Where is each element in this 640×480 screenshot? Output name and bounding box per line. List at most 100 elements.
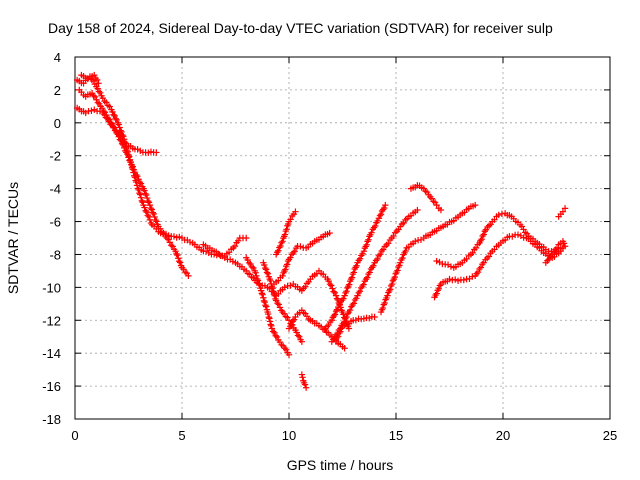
data-point-arc-a <box>133 182 141 189</box>
data-point-arc-f <box>281 345 288 352</box>
data-point-arc-m <box>356 288 364 295</box>
data-point-arc-o <box>388 280 396 288</box>
data-point-arc-r <box>432 291 439 299</box>
y-tick-label: 4 <box>54 50 61 65</box>
chart-title: Day 158 of 2024, Sidereal Day-to-day VTE… <box>48 20 553 36</box>
data-point-arc-g <box>261 264 269 272</box>
data-point-arc-h <box>291 248 298 255</box>
data-point-arc-f <box>260 294 267 301</box>
data-point-arc-q <box>477 237 484 244</box>
data-point-arc-m <box>385 240 392 247</box>
data-point-arc-q <box>478 236 485 243</box>
data-point-arc-t <box>560 240 568 247</box>
data-point-arc-g <box>263 269 271 276</box>
data-point-arc-m <box>343 313 350 321</box>
data-point-arc-r <box>476 265 483 273</box>
data-point-arc-f <box>273 333 281 341</box>
y-tick-label: -18 <box>42 412 61 427</box>
data-point-arc-e <box>327 282 335 289</box>
data-point-arc-l <box>336 301 343 309</box>
data-point-arc-j <box>301 381 309 388</box>
data-point-arc-o <box>412 238 419 245</box>
data-point-arc-m <box>370 262 377 269</box>
data-point-arc-o <box>471 201 479 209</box>
data-point-arc-l <box>360 247 368 255</box>
data-point-arc-l <box>348 274 356 281</box>
data-point-arc-b <box>126 157 133 164</box>
data-point-arc-b <box>125 154 132 161</box>
data-point-arc-m <box>414 206 421 214</box>
data-point-arc-o <box>381 299 388 307</box>
data-point-arc-l <box>325 321 332 329</box>
data-point-arc-q <box>472 244 480 252</box>
data-point-arc-m <box>372 257 380 264</box>
axis-ticks <box>74 56 611 420</box>
data-point-arc-f <box>244 256 251 264</box>
data-point-arc-c <box>91 106 98 113</box>
data-point-arc-h <box>288 251 296 258</box>
data-point-arc-f <box>256 281 263 289</box>
data-point-arc-g <box>274 299 281 307</box>
x-tick-label: 15 <box>389 428 403 443</box>
data-point-arc-b <box>165 236 172 243</box>
data-point-arc-l <box>330 312 338 320</box>
data-point-arc-o <box>399 254 406 262</box>
data-point-arc-c <box>102 114 110 121</box>
data-point-arc-c <box>113 128 120 135</box>
plot-frame <box>74 56 611 420</box>
data-point-arc-r <box>469 273 476 280</box>
data-point-arc-r <box>473 270 480 277</box>
data-point-arc-a <box>231 242 239 250</box>
data-point-arc-l <box>365 236 372 243</box>
data-point-arc-b <box>94 99 102 106</box>
data-point-arc-l <box>368 229 375 236</box>
data-point-arc-h <box>290 249 297 257</box>
data-point-arc-g <box>278 307 285 314</box>
data-point-arc-f <box>271 329 278 336</box>
data-point-arc-h <box>326 229 333 237</box>
data-point-arc-a <box>132 177 139 184</box>
data-point-arc-f <box>252 269 259 276</box>
data-point-arc-f <box>247 260 254 268</box>
x-axis-tick-labels: 0 5 10 15 20 25 <box>71 428 617 443</box>
data-point-arc-f <box>261 298 268 306</box>
data-point-arc-l <box>381 204 388 212</box>
data-point-arc-b <box>148 206 156 213</box>
data-point-arc-b <box>129 163 136 170</box>
data-point-arc-e <box>330 288 337 295</box>
data-point-arc-e <box>333 295 341 302</box>
data-point-arc-a <box>94 85 101 92</box>
data-point-arc-b <box>146 201 154 209</box>
data-point-arc-e <box>326 280 334 288</box>
x-tick-label: 25 <box>603 428 617 443</box>
data-point-arc-j <box>298 371 306 378</box>
data-point-arc-l <box>346 281 353 288</box>
data-point-arc-p <box>437 206 445 214</box>
data-point-arc-c <box>119 137 126 145</box>
data-point-arc-n <box>336 329 343 337</box>
data-point-arc-g <box>264 270 272 277</box>
data-point-arc-i <box>277 242 284 250</box>
data-point-arc-a <box>138 197 146 205</box>
data-point-arc-l <box>376 212 384 219</box>
data-point-arc-f <box>253 272 260 280</box>
data-point-arc-r <box>433 290 440 297</box>
data-point-arc-a <box>111 112 118 120</box>
data-point-arc-e <box>281 284 288 291</box>
data-point-arc-r <box>474 268 482 276</box>
data-point-arc-a <box>136 189 143 197</box>
data-point-arc-l <box>331 311 339 318</box>
data-point-arc-l <box>332 307 340 315</box>
data-point-arc-i <box>287 216 294 223</box>
data-point-arc-r <box>452 276 459 283</box>
data-point-arc-r <box>485 253 493 260</box>
data-point-arc-a <box>113 116 120 124</box>
data-point-arc-f <box>250 264 257 272</box>
data-point-arc-f <box>282 346 290 353</box>
data-point-arc-s <box>561 205 569 212</box>
data-point-arc-c <box>104 115 111 122</box>
grid <box>75 57 610 419</box>
data-point-arc-b <box>152 216 159 224</box>
data-point-arc-g <box>293 329 300 336</box>
